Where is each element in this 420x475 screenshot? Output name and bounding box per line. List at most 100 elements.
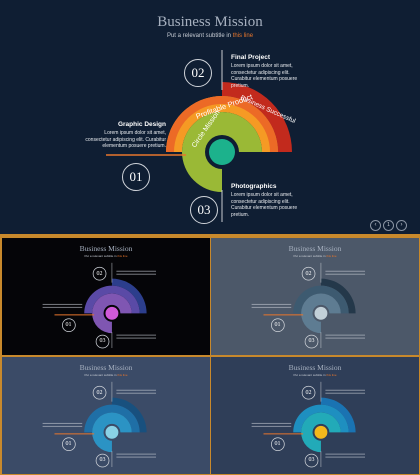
thumbnail-title: Business Mission	[288, 363, 342, 372]
thumb-number-circle	[301, 385, 316, 400]
thumb-number-circle	[95, 334, 110, 349]
thumbnail-number: 02	[96, 271, 103, 277]
thumb-text-line	[116, 337, 157, 339]
thumb-number-circle	[95, 453, 110, 468]
photographics-text: Lorem ipsum dolor sit amet, consectetur …	[231, 192, 298, 218]
thumbnail-title: Business Mission	[79, 363, 133, 372]
thumb-text-line	[325, 389, 366, 391]
thumb-number-circle	[62, 437, 76, 452]
thumb-arc-outer	[111, 397, 147, 433]
thumbnail-diagram	[42, 381, 157, 468]
thumb-arc-inner	[301, 293, 341, 334]
slide-main[interactable]: Business Successful Profitable Product C…	[0, 0, 420, 234]
thumb-text-line	[251, 425, 292, 427]
thumb-arc-inner	[92, 293, 132, 334]
nav-next-button[interactable]: ›	[396, 220, 407, 231]
number-03: 03	[190, 196, 218, 224]
graphic-design-title: Graphic Design	[117, 121, 166, 128]
thumbnail-subtitle: Put a relevant subtitle in this line	[84, 373, 128, 377]
thumbnail-number: 01	[65, 322, 72, 328]
thumbnail-diagram	[42, 262, 157, 349]
thumb-text-line	[251, 303, 292, 305]
thumb-arc-middle	[293, 404, 349, 433]
thumbnail-theme-blue[interactable]: Business Mission Put a relevant subtitle …	[2, 357, 210, 474]
graphic-design-text: Lorem ipsum dolor sit amet, consectetur …	[85, 130, 166, 149]
thumb-number-circle	[304, 334, 319, 349]
thumb-text-line	[325, 453, 366, 455]
thumbnail-number: 02	[305, 390, 312, 396]
thumb-center-dot	[314, 425, 328, 439]
nav-page-indicator[interactable]: 1	[383, 220, 394, 231]
thumb-text-line	[42, 422, 83, 424]
number-01: 01	[122, 163, 150, 191]
thumb-text-line	[325, 456, 366, 458]
thumb-text-line	[325, 337, 366, 339]
thumb-text-line	[325, 334, 366, 336]
thumb-arc-outer	[320, 397, 356, 433]
thumb-number-circle	[271, 318, 285, 333]
final-project-text: Lorem ipsum dolor sit amet, consectetur …	[231, 63, 298, 89]
thumbnail-diagram	[251, 381, 366, 468]
mission-diagram: Business Successful Profitable Product C…	[106, 50, 297, 222]
thumbnail-number: 01	[65, 441, 72, 447]
thumb-text-line	[42, 425, 83, 427]
thumbnail-title: Business Mission	[79, 244, 133, 253]
thumbnail-number: 03	[308, 338, 315, 344]
thumbnail-theme-grey[interactable]: Business Mission Put a relevant subtitle …	[211, 238, 419, 355]
arc-circle-mission	[182, 112, 262, 192]
thumb-text-line	[251, 306, 292, 308]
thumbnail-number: 01	[274, 322, 281, 328]
thumb-center-dot	[314, 306, 328, 320]
thumbnail-subtitle: Put a relevant subtitle in this line	[84, 254, 128, 258]
thumb-arc-middle	[84, 285, 140, 314]
thumb-arc-middle	[293, 285, 349, 314]
thumbnail-number: 01	[274, 441, 281, 447]
thumb-text-line	[42, 303, 83, 305]
thumbnail-number: 02	[96, 390, 103, 396]
thumb-arc-inner	[301, 412, 341, 453]
thumbnail-title: Business Mission	[288, 244, 342, 253]
slide-subtitle: Put a relevant subtitle in this line	[166, 33, 254, 39]
slide-title: Business Mission	[157, 14, 263, 30]
thumb-arc-outer	[320, 278, 356, 314]
thumbnail-diagram	[251, 262, 366, 349]
thumbnail-theme-black[interactable]: Business Mission Put a relevant subtitle …	[2, 238, 210, 355]
thumbnail-number: 03	[99, 457, 106, 463]
thumb-text-line	[116, 334, 157, 336]
thumb-text-line	[325, 270, 366, 272]
thumb-text-line	[116, 453, 157, 455]
thumbnail-number: 03	[308, 457, 315, 463]
thumb-text-line	[325, 273, 366, 275]
thumb-number-circle	[92, 266, 107, 281]
thumb-arc-middle	[84, 404, 140, 433]
thumbnail-subtitle: Put a relevant subtitle in this line	[293, 373, 337, 377]
thumb-text-line	[116, 273, 157, 275]
thumb-arc-inner	[92, 412, 132, 453]
thumbnail-number: 03	[99, 338, 106, 344]
thumb-text-line	[116, 456, 157, 458]
thumb-number-circle	[92, 385, 107, 400]
thumb-center-dot	[105, 425, 119, 439]
thumbnail-number: 02	[305, 271, 312, 277]
thumb-text-line	[116, 392, 157, 394]
thumb-text-line	[116, 389, 157, 391]
nav-prev-button[interactable]: ‹	[370, 220, 381, 231]
thumb-center-dot	[105, 306, 119, 320]
subtitle-highlight: this line	[232, 33, 254, 39]
thumbnail-theme-navy[interactable]: Business Mission Put a relevant subtitle …	[211, 357, 419, 474]
arc-profitable-product-inner	[166, 96, 278, 152]
arc-business-successful	[222, 82, 292, 152]
thumb-number-circle	[62, 318, 76, 333]
thumb-number-circle	[301, 266, 316, 281]
thumb-text-line	[116, 270, 157, 272]
thumb-number-circle	[304, 453, 319, 468]
thumbnail-subtitle: Put a relevant subtitle in this line	[293, 254, 337, 258]
final-project-title: Final Project	[231, 54, 271, 61]
thumb-text-line	[325, 392, 366, 394]
center-dot	[209, 139, 235, 165]
thumb-text-line	[251, 422, 292, 424]
number-02: 02	[184, 59, 212, 87]
thumb-text-line	[42, 306, 83, 308]
thumb-arc-outer	[111, 278, 147, 314]
thumb-number-circle	[271, 437, 285, 452]
